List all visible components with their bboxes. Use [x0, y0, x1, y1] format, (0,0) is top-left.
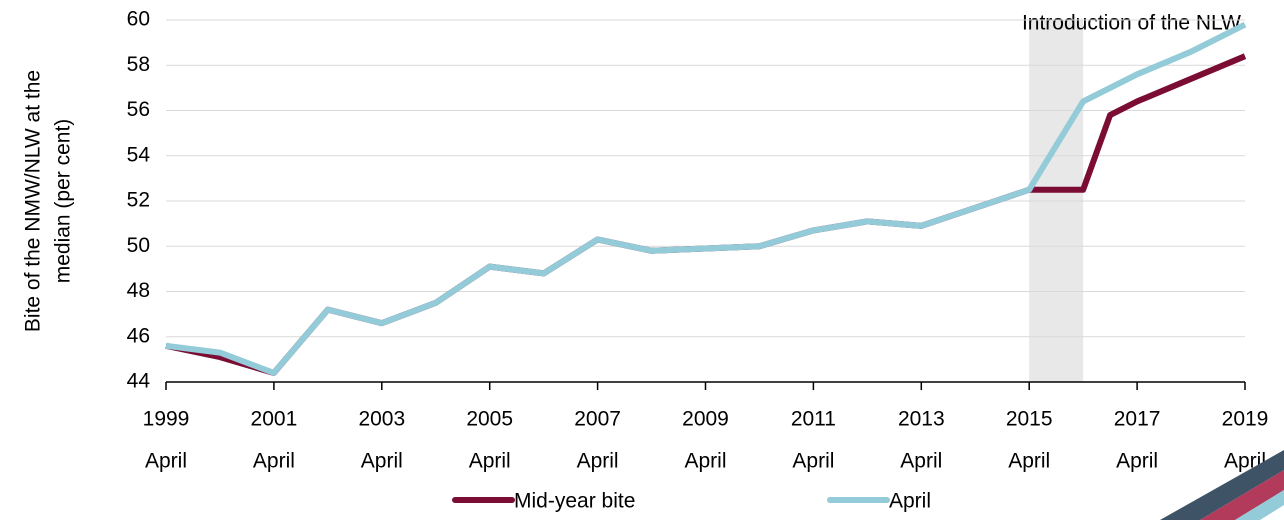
- y-tick-label: 46: [127, 324, 150, 347]
- x-tick-label: April: [792, 450, 834, 473]
- y-tick-label: 58: [127, 53, 150, 76]
- y-tick-label: 60: [127, 8, 150, 31]
- y-tick-label: 56: [127, 98, 150, 121]
- x-tick-label: 2011: [791, 408, 836, 431]
- legend-label: Mid-year bite: [514, 490, 635, 513]
- x-tick-label: April: [900, 450, 942, 473]
- x-tick-label: April: [1008, 450, 1050, 473]
- y-axis-label: Bite of the NMW/NLW at the: [22, 70, 45, 332]
- x-tick-label: 2013: [898, 408, 945, 431]
- x-tick-label: 2017: [1114, 408, 1161, 431]
- x-tick-label: 2015: [1006, 408, 1053, 431]
- x-tick-label: April: [1116, 450, 1158, 473]
- annotation: Introduction of the NLW: [1022, 12, 1241, 35]
- y-tick-label: 50: [127, 234, 150, 257]
- y-tick-label: 54: [127, 143, 151, 166]
- x-tick-label: 2009: [682, 408, 729, 431]
- x-tick-label: 2019: [1222, 408, 1269, 431]
- series-line: [165, 21, 1247, 376]
- x-tick-label: 2001: [251, 408, 298, 431]
- x-tick-label: April: [577, 450, 619, 473]
- legend-label: April: [889, 490, 931, 513]
- x-tick-label: April: [145, 450, 187, 473]
- y-tick-label: 52: [127, 189, 150, 212]
- x-tick-label: April: [469, 450, 511, 473]
- x-tick-label: 1999: [143, 408, 190, 431]
- y-tick-label: 48: [127, 279, 150, 302]
- y-axis-label: median (per cent): [52, 119, 75, 284]
- x-tick-label: April: [684, 450, 726, 473]
- y-tick-label: 44: [127, 370, 151, 393]
- x-tick-label: April: [253, 450, 295, 473]
- x-tick-label: 2005: [466, 408, 513, 431]
- x-tick-label: 2007: [574, 408, 621, 431]
- x-tick-label: 2003: [358, 408, 405, 431]
- x-tick-label: April: [361, 450, 403, 473]
- corner-decoration: [1160, 450, 1284, 520]
